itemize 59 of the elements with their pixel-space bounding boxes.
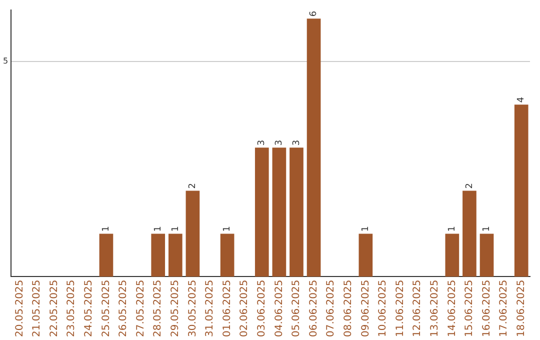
data-label: 4: [516, 96, 527, 103]
bar: [306, 18, 321, 277]
x-tick-label: 09.06.2025: [360, 280, 372, 338]
bar: [358, 234, 373, 277]
x-tick-label: 12.06.2025: [412, 280, 424, 338]
x-tick-label: 16.06.2025: [481, 280, 492, 338]
data-label: 3: [257, 140, 268, 146]
data-label: 1: [170, 226, 181, 232]
x-tick-label: 03.06.2025: [256, 280, 268, 338]
x-tick-label: 01.06.2025: [222, 280, 233, 338]
bar: [99, 234, 114, 277]
bar: [290, 148, 304, 277]
x-tick-label: 06.06.2025: [308, 280, 320, 338]
x-tick-label: 10.06.2025: [378, 280, 389, 338]
bar: [186, 190, 200, 277]
bar: [151, 234, 166, 277]
bar: [254, 148, 269, 277]
data-label: 2: [464, 182, 475, 189]
x-tick-label: 27.05.2025: [135, 280, 146, 338]
data-label: 1: [361, 226, 372, 232]
x-tick-label: 13.06.2025: [429, 280, 440, 338]
bar: [462, 190, 476, 277]
x-tick-label: 21.05.2025: [32, 280, 43, 338]
x-tick-label: 05.06.2025: [291, 280, 302, 338]
x-tick-label: 22.05.2025: [48, 280, 60, 338]
x-tick-label: 18.06.2025: [516, 280, 527, 338]
x-tick-label: 17.06.2025: [498, 280, 510, 338]
bar: [168, 234, 182, 277]
bar: [514, 104, 528, 277]
x-tick-label: 24.05.2025: [84, 280, 95, 338]
bar: [272, 148, 286, 277]
x-tick-label: 30.05.2025: [187, 280, 198, 338]
x-tick-label: 20.05.2025: [14, 280, 26, 338]
data-label: 3: [292, 140, 302, 146]
data-label: 1: [448, 226, 458, 232]
x-tick-label: 14.06.2025: [446, 280, 458, 338]
bar: [480, 234, 494, 277]
x-tick-label: 25.05.2025: [100, 280, 112, 338]
x-tick-label: 26.05.2025: [118, 280, 130, 338]
bar: [220, 234, 234, 277]
x-tick-label: 08.06.2025: [342, 280, 354, 338]
x-tick-label: 23.05.2025: [66, 280, 78, 338]
x-tick-label: 28.05.2025: [152, 280, 164, 338]
x-tick-label: 11.06.2025: [394, 280, 406, 338]
data-label: 3: [274, 140, 285, 146]
data-label: 1: [482, 226, 492, 232]
y-tick-label: 5: [2, 56, 8, 66]
data-label: 1: [153, 226, 164, 232]
x-tick-label: 02.06.2025: [239, 280, 250, 338]
bar: [445, 234, 460, 277]
x-tick-label: 29.05.2025: [170, 280, 182, 338]
data-label: 6: [309, 10, 320, 17]
data-label: 1: [222, 226, 233, 232]
data-label: 1: [102, 226, 112, 232]
x-tick-label: 07.06.2025: [326, 280, 337, 338]
x-tick-label: 31.05.2025: [204, 280, 216, 338]
x-tick-label: 04.06.2025: [274, 280, 285, 338]
data-label: 2: [188, 182, 198, 189]
x-tick-label: 15.06.2025: [464, 280, 476, 338]
